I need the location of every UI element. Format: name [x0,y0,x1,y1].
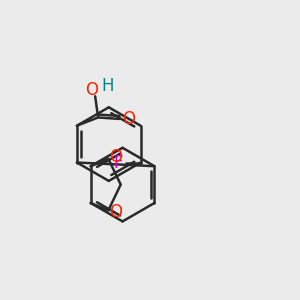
Text: O: O [85,81,98,99]
Text: O: O [110,203,122,221]
Text: H: H [102,77,114,95]
Text: F: F [113,154,122,172]
Text: O: O [122,110,135,128]
Text: O: O [110,148,122,166]
